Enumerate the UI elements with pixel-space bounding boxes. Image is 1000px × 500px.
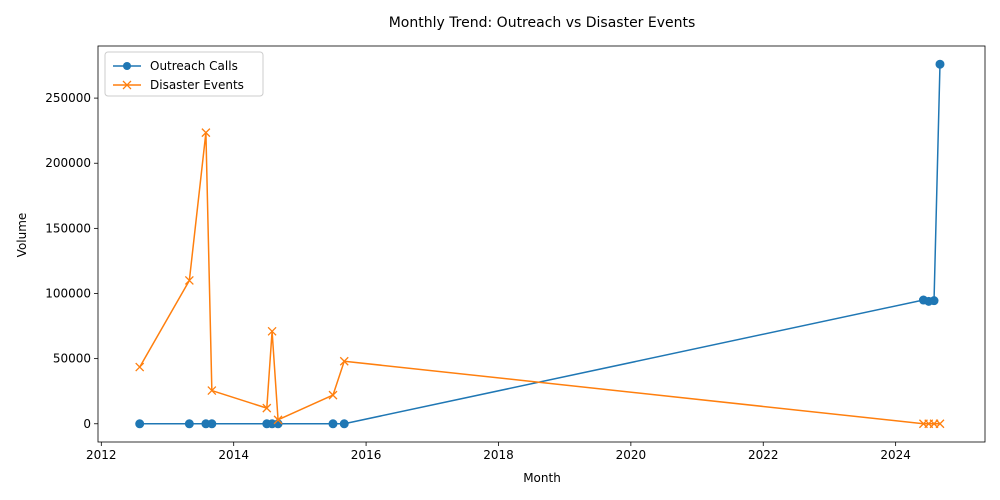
chart-title: Monthly Trend: Outreach vs Disaster Even… [389,15,696,31]
legend-label-outreach-calls: Outreach Calls [150,59,238,73]
disaster-events-point [201,128,211,138]
disaster-events-point [184,276,194,285]
y-tick-label: 50000 [53,352,91,366]
disaster-events-point [207,386,217,396]
legend-marker-outreach-calls [123,62,131,70]
outreach-calls-point [328,419,338,429]
disaster-events-point [273,415,283,425]
outreach-calls-point [339,419,349,429]
y-tick-label: 150000 [45,221,91,235]
x-tick-label: 2018 [483,448,514,462]
x-tick-label: 2016 [351,448,382,462]
plot-area: 2012 2014 2016 2018 2020 2022 2024 0 50000 100000… [45,45,986,462]
disaster-events-point [135,362,145,372]
y-tick-label: 100000 [45,287,91,301]
x-tick-label: 2020 [616,448,647,462]
outreach-calls-point [135,419,145,429]
legend-marker-disaster-events [122,80,132,90]
legend-box [104,51,264,97]
outreach-calls-point [207,419,217,429]
outreach-calls-point [273,419,283,429]
disaster-events-point [267,326,277,336]
outreach-calls-point [929,296,939,306]
disaster-events-point [262,403,272,413]
x-tick-label: 2014 [218,448,249,462]
disaster-events-point [339,356,349,366]
x-tick-label: 2022 [748,448,779,462]
y-tick-label: 0 [83,417,91,431]
x-axis-label: Month [523,471,561,485]
x-tick-label: 2012 [86,448,117,462]
legend-label-disaster-events: Disaster Events [150,78,244,92]
disaster-events-point [328,390,338,400]
y-axis-label: Volume [15,213,29,258]
outreach-calls-point [935,59,945,69]
disaster-events-point [935,419,945,429]
legend: Outreach Calls Disaster Events [104,51,264,97]
y-tick-label: 250000 [45,91,91,105]
outreach-calls-point [184,419,194,429]
x-tick-label: 2024 [880,448,911,462]
axes-frame [97,45,986,443]
y-tick-label: 200000 [45,156,91,170]
